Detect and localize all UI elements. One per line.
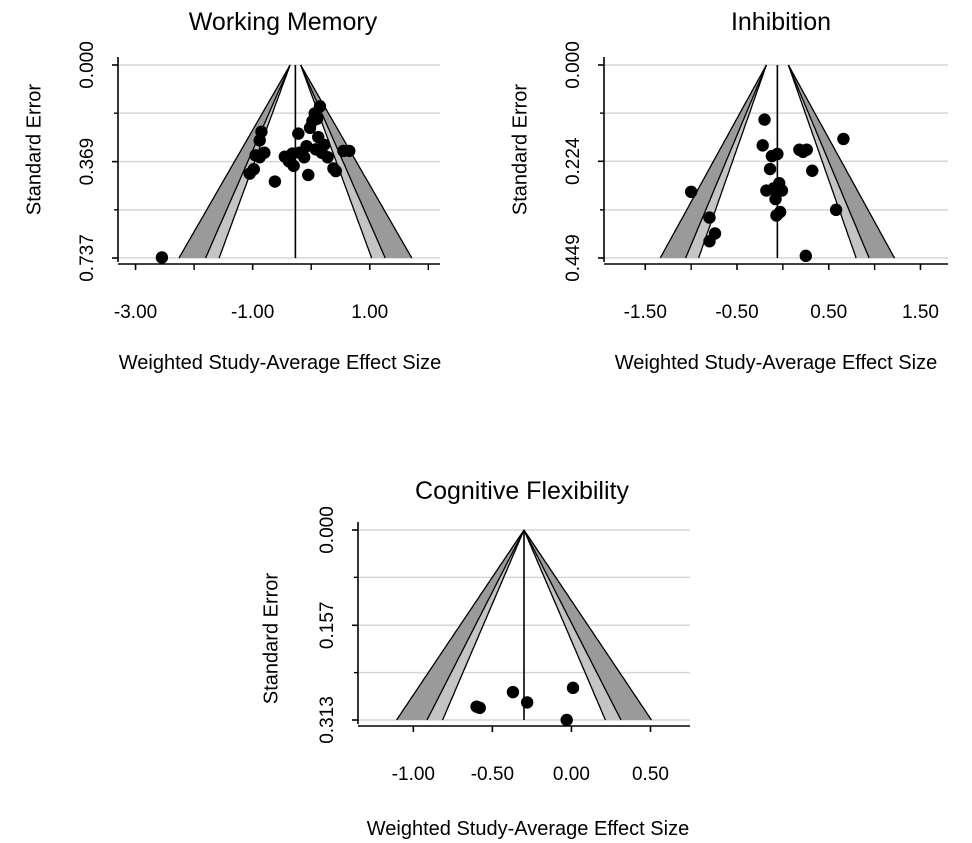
funnel-boundary-line (787, 64, 870, 259)
data-point (703, 235, 716, 248)
funnel-boundary-line (523, 529, 622, 721)
funnel-boundary-line (697, 64, 768, 259)
inhibition-plot: 0.000 0.224 0.449 -1.50 -0.50 0.50 1.50 (563, 41, 948, 323)
data-point (756, 139, 769, 152)
data-point (506, 685, 520, 699)
data-point (155, 251, 169, 264)
funnel-boundary-line (178, 64, 291, 259)
data-point (763, 162, 777, 176)
data-point (560, 713, 573, 727)
data-point (703, 211, 716, 224)
x-tick-label: -0.50 (471, 764, 514, 785)
y-tick-label: 0.449 (563, 234, 584, 282)
x-axis-title: Weighted Study-Average Effect Size (118, 352, 442, 374)
y-tick-label: 0.737 (77, 234, 98, 282)
funnel-boundary-line (685, 64, 767, 259)
data-point (566, 681, 580, 695)
data-point (321, 150, 334, 164)
data-point (799, 249, 813, 263)
working-memory-chart: Working Memory Standard Error 0.000 0.369… (0, 0, 486, 400)
inhibition-chart: Inhibition Standard Error 0.000 0.224 0.44… (486, 0, 972, 400)
funnel-boundary-line (300, 64, 413, 259)
funnel-boundary-line (395, 529, 525, 721)
y-tick-label: 0.000 (77, 41, 98, 89)
y-tick-label: 0.313 (317, 696, 338, 744)
x-tick-label: 0.00 (553, 764, 590, 785)
funnel-boundary-line (300, 64, 373, 259)
x-tick-label: 0.50 (632, 764, 669, 785)
x-tick-label: -1.50 (624, 302, 667, 323)
funnel-boundary-line (787, 64, 857, 259)
x-axis-title: Weighted Study-Average Effect Size (614, 352, 938, 374)
data-point (758, 113, 771, 126)
y-tick-label: 0.000 (317, 506, 338, 554)
x-tick-label: -3.00 (114, 302, 157, 323)
data-point (473, 701, 486, 715)
funnel-boundary-line (659, 64, 767, 259)
data-point (292, 127, 305, 140)
data-point (775, 184, 789, 197)
data-point (317, 138, 331, 152)
data-point (800, 143, 813, 156)
funnel-boundary-line (205, 64, 291, 259)
data-point (313, 100, 327, 113)
data-point (302, 168, 315, 182)
x-tick-label: -0.50 (715, 302, 758, 323)
data-point (806, 164, 819, 177)
funnel-boundary-line (300, 64, 386, 259)
data-point (769, 192, 782, 206)
x-tick-label: -1.00 (392, 764, 435, 785)
working-memory-plot: 0.000 0.369 0.737 -3.00 -1.00 1.00 (77, 41, 440, 323)
funnel-boundary-line (523, 529, 606, 721)
funnel-boundary-line (787, 64, 896, 259)
x-axis-title: Weighted Study-Average Effect Size (366, 818, 690, 840)
y-tick-label: 0.369 (77, 138, 98, 186)
data-point (253, 150, 266, 164)
x-tick-label: -1.00 (231, 302, 274, 323)
chart-title: Working Memory (188, 8, 378, 36)
funnel-boundary-line (426, 529, 525, 721)
data-point (287, 159, 300, 173)
y-tick-label: 0.000 (563, 41, 584, 89)
data-point (268, 175, 282, 188)
data-point (329, 164, 342, 178)
chart-title: Cognitive Flexibility (415, 477, 629, 505)
y-tick-label: 0.157 (317, 602, 338, 650)
data-point (310, 112, 324, 125)
x-tick-label: 1.50 (902, 302, 939, 323)
data-point (253, 134, 266, 147)
funnel-boundary-line (442, 529, 525, 721)
x-tick-label: 1.00 (351, 302, 388, 323)
data-point (684, 185, 698, 199)
data-point (300, 139, 313, 153)
y-tick-label: 0.224 (563, 137, 584, 185)
data-point (243, 167, 256, 180)
cognitive-flexibility-plot: 0.000 0.157 0.313 -1.00 -0.50 0.00 0.50 (317, 506, 690, 785)
funnel-boundary-line (523, 529, 653, 721)
cognitive-flexibility-chart: Cognitive Flexibility Standard Error 0.0… (240, 460, 740, 843)
x-tick-label: 0.50 (810, 302, 847, 323)
data-point (520, 696, 534, 709)
data-point (297, 150, 311, 164)
chart-title: Inhibition (730, 8, 832, 36)
data-point (771, 147, 784, 161)
data-point (770, 209, 783, 222)
data-point (829, 203, 843, 217)
data-point (343, 144, 356, 158)
funnel-boundary-line (218, 64, 291, 259)
data-point (837, 132, 850, 146)
